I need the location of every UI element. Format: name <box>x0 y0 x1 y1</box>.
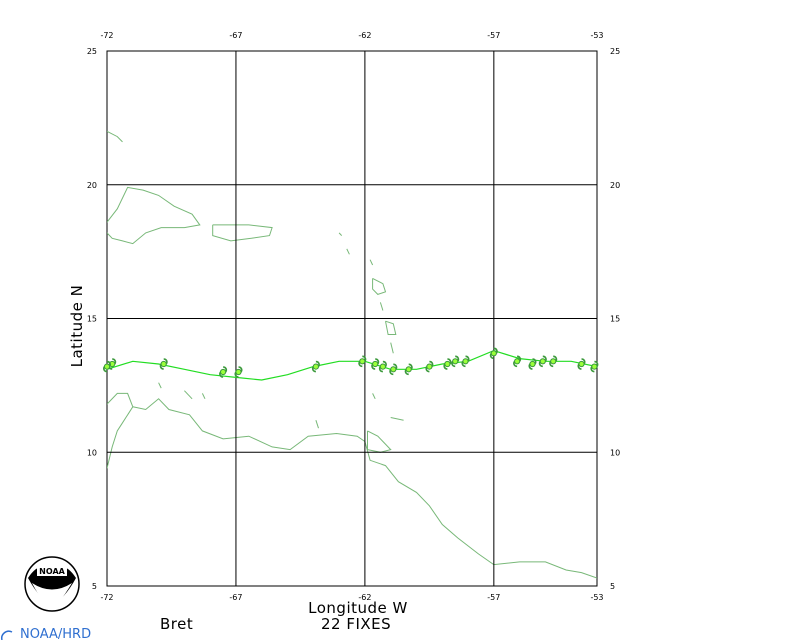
x-tick-label: -67 <box>229 593 242 602</box>
coastline-segment <box>158 382 162 389</box>
x-tick-label: -57 <box>487 593 500 602</box>
tropical-cyclone-icon <box>159 358 168 370</box>
tropical-cyclone-icon <box>513 355 522 368</box>
coastline-segment <box>184 390 193 400</box>
tropical-cyclone-icon <box>528 358 537 370</box>
coastline-segment <box>107 186 201 245</box>
coastline-segment <box>132 398 597 579</box>
tropical-cyclone-icon <box>404 363 413 376</box>
coastline-segment <box>372 277 387 295</box>
coastline-segment <box>372 393 376 400</box>
y-tick-label: 10 <box>87 448 97 457</box>
tropical-cyclone-icon <box>358 355 367 368</box>
x-tick-label: -62 <box>358 593 371 602</box>
tropical-cyclone-icon <box>451 355 460 368</box>
storm-name: Bret <box>160 615 193 633</box>
tropical-cyclone-icon <box>234 366 243 378</box>
tropical-cyclone-icon <box>103 360 111 373</box>
coastline-segment <box>107 130 123 143</box>
gridline-layer <box>107 51 597 586</box>
x-tick-label: -53 <box>590 31 603 40</box>
tropical-cyclone-icon <box>311 360 320 373</box>
x-axis-title: Longitude W <box>308 599 408 617</box>
coastline-segment <box>390 417 404 421</box>
fix-symbols-layer <box>103 347 599 378</box>
coastline-segment <box>107 392 134 469</box>
y-tick-label: 5 <box>92 582 97 591</box>
x-tick-label: -62 <box>358 31 371 40</box>
credit-label: NOAA/HRD <box>20 627 91 640</box>
tropical-cyclone-icon <box>371 358 380 370</box>
y-tick-label: 15 <box>87 315 97 324</box>
coastline-segment <box>379 302 384 311</box>
coastline-segment <box>390 342 394 354</box>
coastline-segment <box>385 320 397 335</box>
tropical-cyclone-icon <box>577 358 586 370</box>
coastline-segment <box>212 224 273 242</box>
y-tick-label: 5 <box>610 582 615 591</box>
y-tick-label: 20 <box>610 181 620 190</box>
noaa-logo: NOAA <box>24 556 80 612</box>
tropical-cyclone-icon <box>389 363 398 376</box>
y-tick-label: 20 <box>87 181 97 190</box>
tropical-cyclone-icon <box>425 360 434 373</box>
coastline-segment <box>369 259 374 266</box>
coastline-layer <box>107 130 597 579</box>
x-tick-label: -67 <box>229 31 242 40</box>
x-tick-label: -72 <box>100 31 113 40</box>
x-tick-label: -53 <box>590 593 603 602</box>
coastline-segment <box>338 232 343 236</box>
coastline-segment <box>346 248 350 255</box>
storm-track-layer <box>107 349 597 381</box>
coastline-segment <box>367 430 392 453</box>
logo-lettering: NOAA <box>39 567 65 576</box>
y-tick-label: 25 <box>610 47 620 56</box>
coastline-segment <box>201 393 206 400</box>
tropical-cyclone-icon <box>590 360 599 373</box>
y-tick-label: 15 <box>610 315 620 324</box>
tropical-cyclone-icon <box>549 355 558 368</box>
y-tick-label: 10 <box>610 448 620 457</box>
x-tick-label: -72 <box>100 593 113 602</box>
tropical-cyclone-icon <box>461 355 470 368</box>
tick-labels-layer: -72 -72 -67 -67 -62 -62 -57 -57 -53 -53 25 25 20 20 15… <box>87 31 620 602</box>
fix-count: 22 FIXES <box>321 615 391 633</box>
tropical-cyclone-icon <box>538 355 547 368</box>
tropical-cyclone-icon <box>443 358 452 370</box>
coastline-segment <box>315 420 319 429</box>
tropical-cyclone-icon <box>489 347 498 360</box>
y-axis-title: Latitude N <box>68 285 86 368</box>
y-tick-label: 25 <box>87 47 97 56</box>
tropical-cyclone-icon <box>219 366 228 378</box>
tropical-cyclone-icon <box>378 360 387 373</box>
noaa-hrd-credit: NOAA/HRD <box>1 627 91 640</box>
storm-track-line <box>107 349 597 381</box>
x-tick-label: -57 <box>487 31 500 40</box>
